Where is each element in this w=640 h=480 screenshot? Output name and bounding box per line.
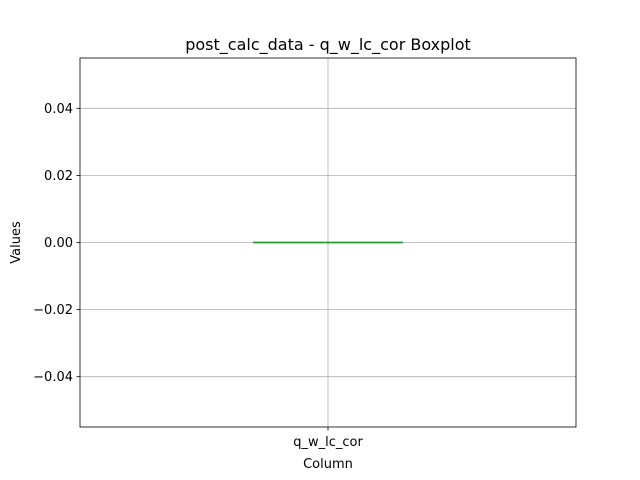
y-axis-label: Values	[9, 221, 24, 264]
y-tick-label: 0.02	[44, 169, 73, 184]
x-axis-ticks: q_w_lc_cor	[293, 427, 363, 450]
y-tick-label: 0.00	[44, 236, 73, 251]
y-tick-label: −0.04	[33, 370, 73, 385]
x-axis-label: Column	[303, 457, 353, 472]
y-axis-ticks: −0.04 −0.02 0.00 0.02 0.04	[33, 102, 80, 385]
chart-title: post_calc_data - q_w_lc_cor Boxplot	[185, 35, 471, 55]
box-layer	[253, 241, 403, 244]
y-tick-label: 0.04	[44, 102, 73, 117]
x-tick-label: q_w_lc_cor	[293, 435, 363, 450]
y-tick-label: −0.02	[33, 303, 73, 318]
